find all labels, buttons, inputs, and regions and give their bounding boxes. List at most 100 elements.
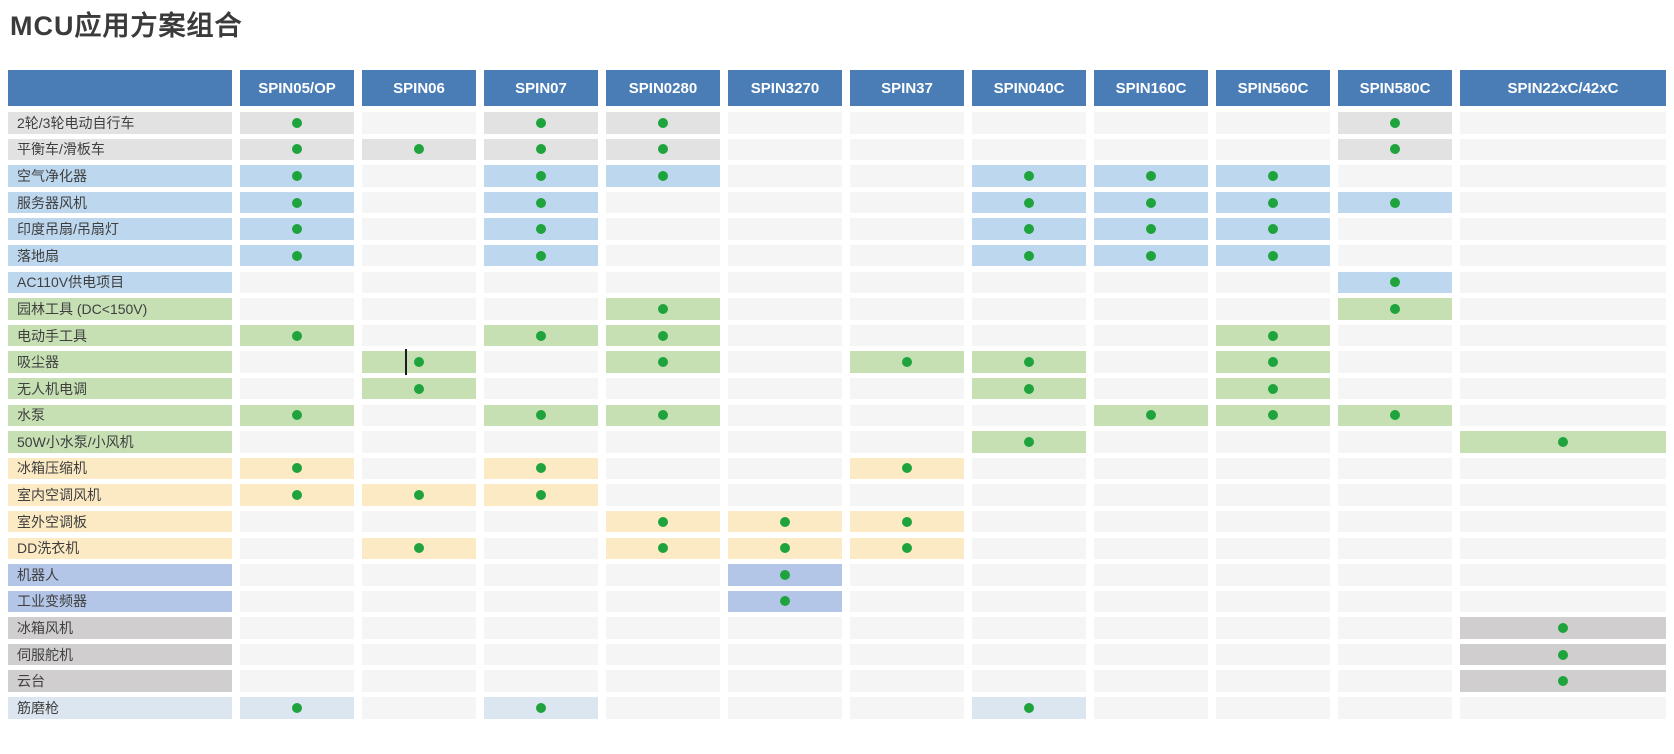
matrix-cell [1460,697,1666,719]
matrix-cell [1338,564,1452,586]
matrix-cell [1216,643,1330,666]
matrix-cell [1460,431,1666,453]
matrix-cell [972,165,1086,187]
green-dot-marker-icon [1024,357,1034,368]
matrix-cell [484,457,598,480]
green-dot-marker-icon [1268,383,1278,394]
green-dot-marker-icon [1390,144,1400,155]
matrix-cell [1338,298,1452,320]
matrix-cell [606,351,720,373]
matrix-cell [1216,670,1330,692]
table-row: 吸尘器 [8,348,1666,375]
matrix-cell [972,218,1086,240]
row-label: 无人机电调 [8,377,232,400]
mcu-application-matrix: SPIN05/OP SPIN06 SPIN07 SPIN0280 SPIN3270 SPI… [8,70,1666,724]
matrix-cell [606,537,720,559]
matrix-cell [1460,271,1666,294]
matrix-cell [484,324,598,347]
matrix-cell [240,590,354,613]
matrix-cell [484,643,598,666]
matrix-cell [1338,643,1452,666]
row-label: 云台 [8,670,232,692]
green-dot-marker-icon [780,569,790,580]
green-dot-marker-icon [1390,277,1400,288]
matrix-cell [972,298,1086,320]
matrix-cell [972,510,1086,533]
green-dot-marker-icon [414,357,424,368]
matrix-cell [1460,564,1666,586]
matrix-cell [1094,431,1208,453]
row-label: 园林工具 (DC<150V) [8,298,232,320]
green-dot-marker-icon [292,197,302,208]
green-dot-marker-icon [292,410,302,421]
table-row: 落地扇 [8,244,1666,267]
matrix-cell [1216,138,1330,161]
matrix-cell [362,670,476,692]
matrix-cell [850,484,964,506]
matrix-cell [484,191,598,214]
matrix-cell [240,484,354,506]
matrix-cell [1094,617,1208,639]
matrix-cell [1338,537,1452,559]
table-row: 平衡车/滑板车 [8,138,1666,161]
matrix-cell [240,244,354,267]
matrix-cell [362,457,476,480]
matrix-cell [728,351,842,373]
green-dot-marker-icon [1268,357,1278,368]
column-header: SPIN37 [850,70,964,106]
matrix-cell [1094,138,1208,161]
matrix-cell [1216,351,1330,373]
green-dot-marker-icon [414,383,424,394]
matrix-cell [240,351,354,373]
matrix-cell [484,218,598,240]
matrix-cell [362,138,476,161]
matrix-cell [1216,510,1330,533]
row-label: 筋磨枪 [8,697,232,719]
matrix-cell [850,191,964,214]
green-dot-marker-icon [536,490,546,501]
matrix-cell [484,510,598,533]
matrix-cell [362,590,476,613]
matrix-cell [362,564,476,586]
table-row: DD洗衣机 [8,537,1666,559]
matrix-cell [1216,112,1330,134]
matrix-cell [850,324,964,347]
matrix-cell [728,670,842,692]
row-label: 平衡车/滑板车 [8,138,232,161]
matrix-cell [728,298,842,320]
matrix-cell [362,404,476,427]
matrix-cell [972,191,1086,214]
matrix-cell [362,112,476,134]
green-dot-marker-icon [658,170,668,181]
table-row: 冰箱压缩机 [8,457,1666,480]
matrix-cell [484,404,598,427]
column-header: SPIN0280 [606,70,720,106]
matrix-cell [1094,643,1208,666]
column-header: SPIN05/OP [240,70,354,106]
matrix-cell [1094,510,1208,533]
matrix-cell [728,617,842,639]
matrix-cell [728,537,842,559]
matrix-cell [1460,643,1666,666]
matrix-cell [1460,377,1666,400]
green-dot-marker-icon [658,516,668,527]
matrix-cell [972,351,1086,373]
matrix-cell [1094,298,1208,320]
green-dot-marker-icon [1268,250,1278,261]
table-row: 冰箱风机 [8,617,1666,639]
matrix-cell [484,112,598,134]
column-header: SPIN160C [1094,70,1208,106]
matrix-cell [240,670,354,692]
matrix-cell [362,643,476,666]
green-dot-marker-icon [536,170,546,181]
matrix-cell [1460,590,1666,613]
matrix-cell [728,484,842,506]
green-dot-marker-icon [902,516,912,527]
matrix-cell [484,377,598,400]
table-row: 筋磨枪 [8,697,1666,719]
matrix-cell [728,377,842,400]
matrix-cell [362,165,476,187]
matrix-cell [362,298,476,320]
header-row: SPIN05/OP SPIN06 SPIN07 SPIN0280 SPIN3270 SPI… [8,70,1666,106]
green-dot-marker-icon [658,357,668,368]
